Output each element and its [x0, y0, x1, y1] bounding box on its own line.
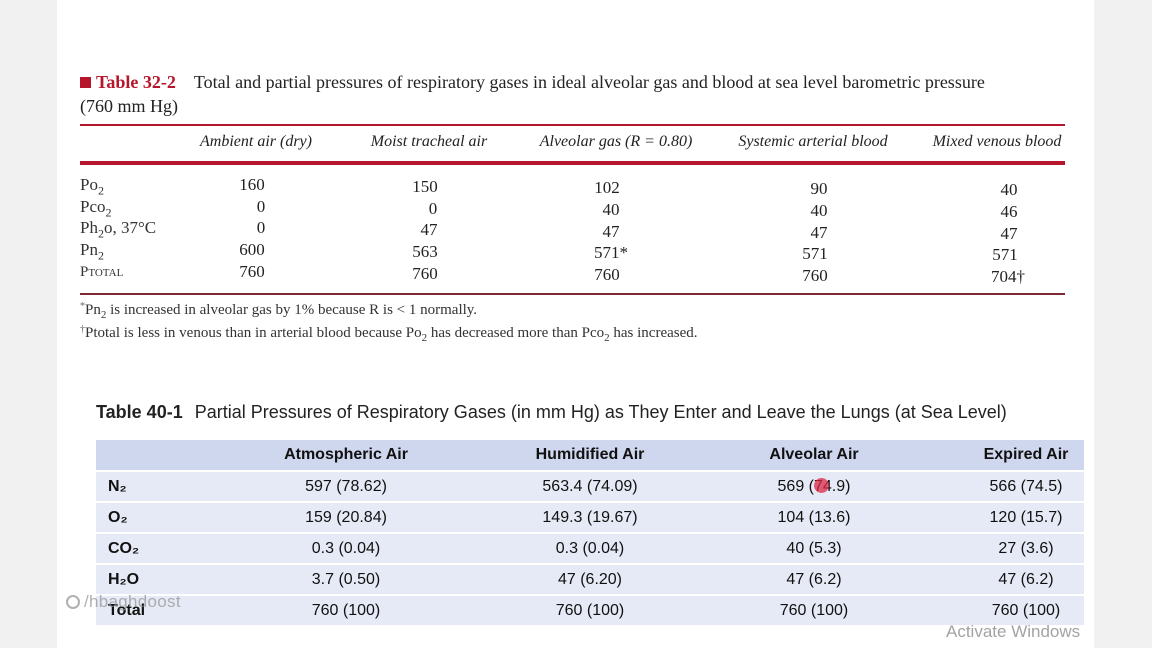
table2-cell: 566 (74.5)	[989, 477, 1063, 495]
table2-header-alveolar: Alveolar Air	[769, 446, 859, 463]
table1-header-alveolar: Alveolar gas (R = 0.80)	[539, 133, 693, 150]
table2-cell: 47 (6.20)	[557, 570, 623, 588]
table1-header-ambient: Ambient air (dry)	[200, 133, 312, 150]
table1-cell: 40	[810, 201, 828, 220]
table2-rowlabel: O₂	[108, 508, 128, 526]
table1-caption: Table 32-2 Total and partial pressures of…	[80, 70, 1040, 118]
table2-caption: Table 40-1 Partial Pressures of Respirato…	[96, 402, 1007, 423]
table2-cell: 0.3 (0.04)	[311, 539, 381, 557]
table2-header-expired: Expired Air	[983, 446, 1069, 463]
table1-rowlabel-pn2: Pn2	[80, 240, 104, 263]
table1-footnote-1: *Pn2 is increased in alveolar gas by 1% …	[80, 301, 478, 321]
table2-cell: 159 (20.84)	[305, 508, 387, 526]
table1-cell: 600	[239, 240, 265, 259]
table1-cell: 47	[810, 223, 828, 242]
table2-cell: 3.7 (0.50)	[311, 570, 381, 588]
square-bullet-icon	[80, 77, 91, 88]
table2-number: Table 40-1	[96, 402, 183, 422]
table1-cell: 0	[428, 199, 438, 218]
table1-top-rule	[80, 124, 1065, 126]
table2-cell: 760 (100)	[779, 601, 849, 619]
table1-cell: 571	[802, 244, 828, 263]
table2-header-humidified: Humidified Air	[535, 446, 645, 463]
table1-number: Table 32-2	[96, 72, 176, 92]
table1-cell: 90	[810, 179, 828, 198]
activate-windows-notice: Activate Windows	[946, 622, 1081, 641]
table2-cell: 760 (100)	[311, 601, 381, 619]
table2-rowlabel: Total	[108, 601, 146, 619]
table1-cell: 0	[256, 218, 266, 237]
table2-cell: 0.3 (0.04)	[555, 539, 625, 557]
table1-cell: 150	[412, 177, 438, 196]
table2-cell: 597 (78.62)	[305, 477, 387, 495]
table1-bottom-rule	[80, 293, 1065, 295]
table1-header-tracheal: Moist tracheal air	[370, 133, 488, 150]
table1-cell: 0	[256, 197, 266, 216]
table1-rowlabel-ph2o: Ph2o, 37°C	[80, 218, 157, 241]
table1-cell: 40	[1000, 180, 1018, 199]
table2-rowlabel: CO₂	[108, 539, 140, 557]
table1-cell: 40	[602, 200, 620, 219]
table2-cell: 40 (5.3)	[786, 539, 842, 557]
table-row: H₂O 3.7 (0.50) 47 (6.20) 47 (6.2) 47 (6.…	[96, 565, 1084, 594]
watermark: /hbaghdoost	[66, 592, 181, 612]
table1-cell: 760	[239, 262, 265, 281]
table1-cell: 571	[992, 245, 1018, 264]
table2-caption-text: Partial Pressures of Respiratory Gases (…	[194, 402, 1007, 422]
watermark-text: /hbaghdoost	[84, 592, 181, 611]
table2-rowlabel: N₂	[108, 477, 127, 495]
table2-cell: 120 (15.7)	[989, 508, 1063, 526]
table1-cell: 563	[412, 242, 438, 261]
table1-caption-text: Total and partial pressures of respirato…	[193, 72, 985, 92]
table1-rowlabel-po2: Po2	[80, 175, 104, 198]
instagram-icon	[66, 595, 80, 609]
table1-rowlabel-ptotal: Ptotal	[80, 264, 124, 280]
pointer-highlight-icon	[814, 478, 829, 493]
table2-cell: 760 (100)	[991, 601, 1061, 619]
table2: Atmospheric Air Humidified Air Alveolar …	[96, 440, 1084, 627]
table1-footnote-2: †Ptotal is less in venous than in arteri…	[80, 324, 698, 344]
table1-cell: 160	[239, 175, 265, 194]
table1-cell: 760	[802, 266, 828, 285]
table2-rowlabel: H₂O	[108, 570, 140, 588]
table2-header-row: Atmospheric Air Humidified Air Alveolar …	[96, 440, 1084, 470]
table2-cell: 760 (100)	[555, 601, 625, 619]
table-row: CO₂ 0.3 (0.04) 0.3 (0.04) 40 (5.3) 27 (3…	[96, 534, 1084, 563]
table1-cell: 46	[1000, 202, 1018, 221]
table1-rowlabel-pco2: Pco2	[80, 197, 112, 220]
table1-cell: 102	[594, 178, 620, 197]
table-row: N₂ 597 (78.62) 563.4 (74.09) 569 (74.9) …	[96, 472, 1084, 501]
table-row: Total 760 (100) 760 (100) 760 (100) 760 …	[96, 596, 1084, 625]
table1-cell: 760	[594, 265, 620, 284]
table1-cell: 571*	[594, 243, 628, 262]
table2-cell: 149.3 (19.67)	[542, 508, 638, 526]
table2-cell: 47 (6.2)	[786, 570, 842, 588]
table-row: O₂ 159 (20.84) 149.3 (19.67) 104 (13.6) …	[96, 503, 1084, 532]
table2-cell: 27 (3.6)	[998, 539, 1054, 557]
table1-header-rule	[80, 161, 1065, 165]
table1-cell: 47	[1000, 224, 1018, 243]
table1-caption-unit: (760 mm Hg)	[80, 96, 178, 116]
table1-header-venous: Mixed venous blood	[932, 133, 1062, 150]
table1-cell: 704†	[991, 267, 1025, 286]
table2-cell: 104 (13.6)	[777, 508, 851, 526]
table2-cell: 563.4 (74.09)	[542, 477, 638, 495]
table1-cell: 47	[602, 222, 620, 241]
table1-header-arterial: Systemic arterial blood	[738, 133, 888, 150]
table2-header-atmospheric: Atmospheric Air	[284, 446, 408, 463]
table1-cell: 47	[420, 220, 438, 239]
table2-cell: 47 (6.2)	[998, 570, 1054, 588]
table1-cell: 760	[412, 264, 438, 283]
